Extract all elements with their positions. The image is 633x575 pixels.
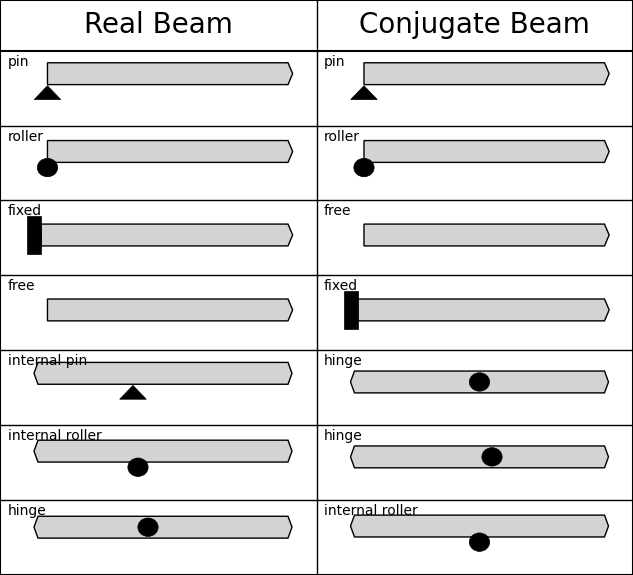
Circle shape (37, 158, 58, 177)
Polygon shape (34, 362, 292, 384)
Text: fixed: fixed (324, 279, 358, 293)
Text: Real Beam: Real Beam (84, 12, 233, 39)
Text: free: free (8, 279, 35, 293)
Text: roller: roller (324, 129, 360, 144)
Text: hinge: hinge (8, 504, 46, 518)
Bar (344, 291, 358, 329)
Text: pin: pin (324, 55, 346, 68)
Circle shape (482, 448, 502, 466)
Text: internal roller: internal roller (324, 504, 418, 518)
Text: internal pin: internal pin (8, 354, 87, 368)
Polygon shape (358, 299, 609, 321)
Circle shape (470, 373, 490, 391)
Polygon shape (34, 516, 292, 538)
Text: pin: pin (8, 55, 29, 68)
Polygon shape (364, 63, 609, 85)
Circle shape (470, 533, 490, 551)
Text: hinge: hinge (324, 429, 363, 443)
Polygon shape (41, 224, 292, 246)
Polygon shape (351, 515, 608, 537)
Text: fixed: fixed (8, 205, 42, 218)
Polygon shape (34, 86, 61, 99)
Polygon shape (364, 140, 609, 162)
Polygon shape (47, 63, 292, 85)
Polygon shape (351, 371, 608, 393)
Polygon shape (47, 140, 292, 162)
Polygon shape (351, 446, 608, 468)
Polygon shape (34, 440, 292, 462)
Text: Conjugate Beam: Conjugate Beam (360, 12, 590, 39)
Text: roller: roller (8, 129, 44, 144)
Polygon shape (351, 86, 377, 99)
Circle shape (138, 518, 158, 536)
Text: free: free (324, 205, 351, 218)
Circle shape (354, 158, 374, 177)
Text: internal roller: internal roller (8, 429, 101, 443)
Polygon shape (47, 299, 292, 321)
Bar (27, 216, 41, 254)
Polygon shape (120, 385, 146, 399)
Text: hinge: hinge (324, 354, 363, 368)
Polygon shape (364, 224, 609, 246)
Circle shape (128, 458, 148, 477)
